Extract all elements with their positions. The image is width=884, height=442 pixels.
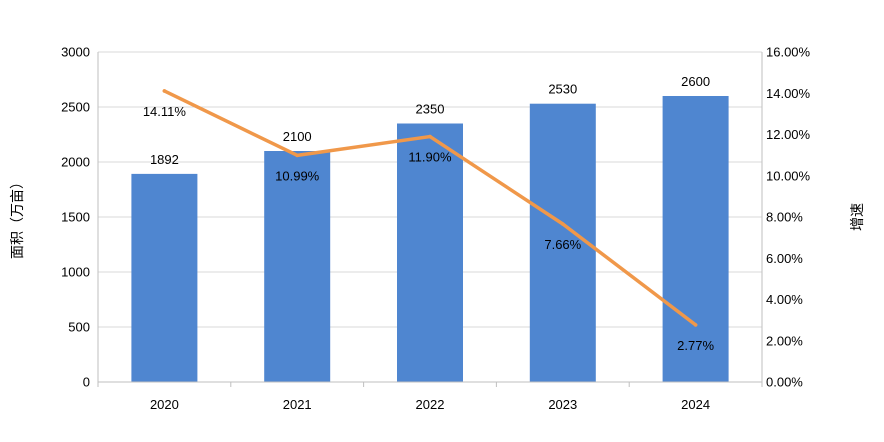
x-tick-label: 2020 xyxy=(150,397,179,412)
line-point xyxy=(162,89,167,93)
y-left-tick-label: 1500 xyxy=(61,210,90,225)
x-tick-label: 2024 xyxy=(681,397,710,412)
y-right-tick-label: 12.00% xyxy=(766,127,811,142)
y-left-tick-label: 2500 xyxy=(61,100,90,115)
line-point xyxy=(295,153,300,158)
bar-value-label: 1892 xyxy=(150,152,179,167)
axes: 0 500 1000 1500 2000 2500 3000 0.00% 2.00% 4.00% 6… xyxy=(61,45,810,413)
data-labels: 1892 2100 2350 2530 2600 14.11% 10.99% 11.90% 7.… xyxy=(143,74,715,353)
y-right-tick-label: 10.00% xyxy=(766,168,811,183)
y-right-tick-label: 4.00% xyxy=(766,292,803,307)
bar-value-label: 2530 xyxy=(548,82,577,97)
line-value-label: 2.77% xyxy=(677,338,714,353)
bar xyxy=(397,123,463,382)
line-value-label: 14.11% xyxy=(143,104,187,119)
line-point xyxy=(561,222,565,226)
y-right-tick-label: 16.00% xyxy=(766,45,811,60)
bar xyxy=(662,96,729,382)
bar-series xyxy=(131,96,729,382)
bar-value-label: 2350 xyxy=(416,102,445,117)
y-left-tick-label: 2000 xyxy=(61,155,90,170)
bar-value-label: 2100 xyxy=(283,129,312,144)
y-right-tick-label: 6.00% xyxy=(766,251,803,266)
line-value-label: 11.90% xyxy=(408,150,452,165)
y-right-tick-label: 14.00% xyxy=(766,86,811,101)
line-point xyxy=(428,134,432,139)
y-right-tick-label: 8.00% xyxy=(766,210,803,225)
x-tick-label: 2022 xyxy=(416,397,445,412)
y-axis-right-title: 增速 xyxy=(849,203,865,231)
bar xyxy=(131,173,198,382)
y-left-tick-label: 3000 xyxy=(61,45,90,60)
line-series xyxy=(162,89,698,327)
y-left-tick-label: 1000 xyxy=(61,265,90,280)
line-value-label: 10.99% xyxy=(275,168,320,183)
line-value-label: 7.66% xyxy=(544,237,581,252)
y-left-tick-label: 0 xyxy=(83,375,90,390)
x-tick-label: 2023 xyxy=(548,397,577,412)
y-axis-left-title: 面积（万亩） xyxy=(9,175,25,259)
x-tick-label: 2021 xyxy=(283,397,312,412)
bar xyxy=(264,151,331,382)
y-right-tick-label: 0.00% xyxy=(766,375,803,390)
line-point xyxy=(693,323,698,327)
y-left-tick-label: 500 xyxy=(68,320,90,335)
bar-value-label: 2600 xyxy=(681,74,710,89)
y-right-tick-label: 2.00% xyxy=(766,333,803,348)
